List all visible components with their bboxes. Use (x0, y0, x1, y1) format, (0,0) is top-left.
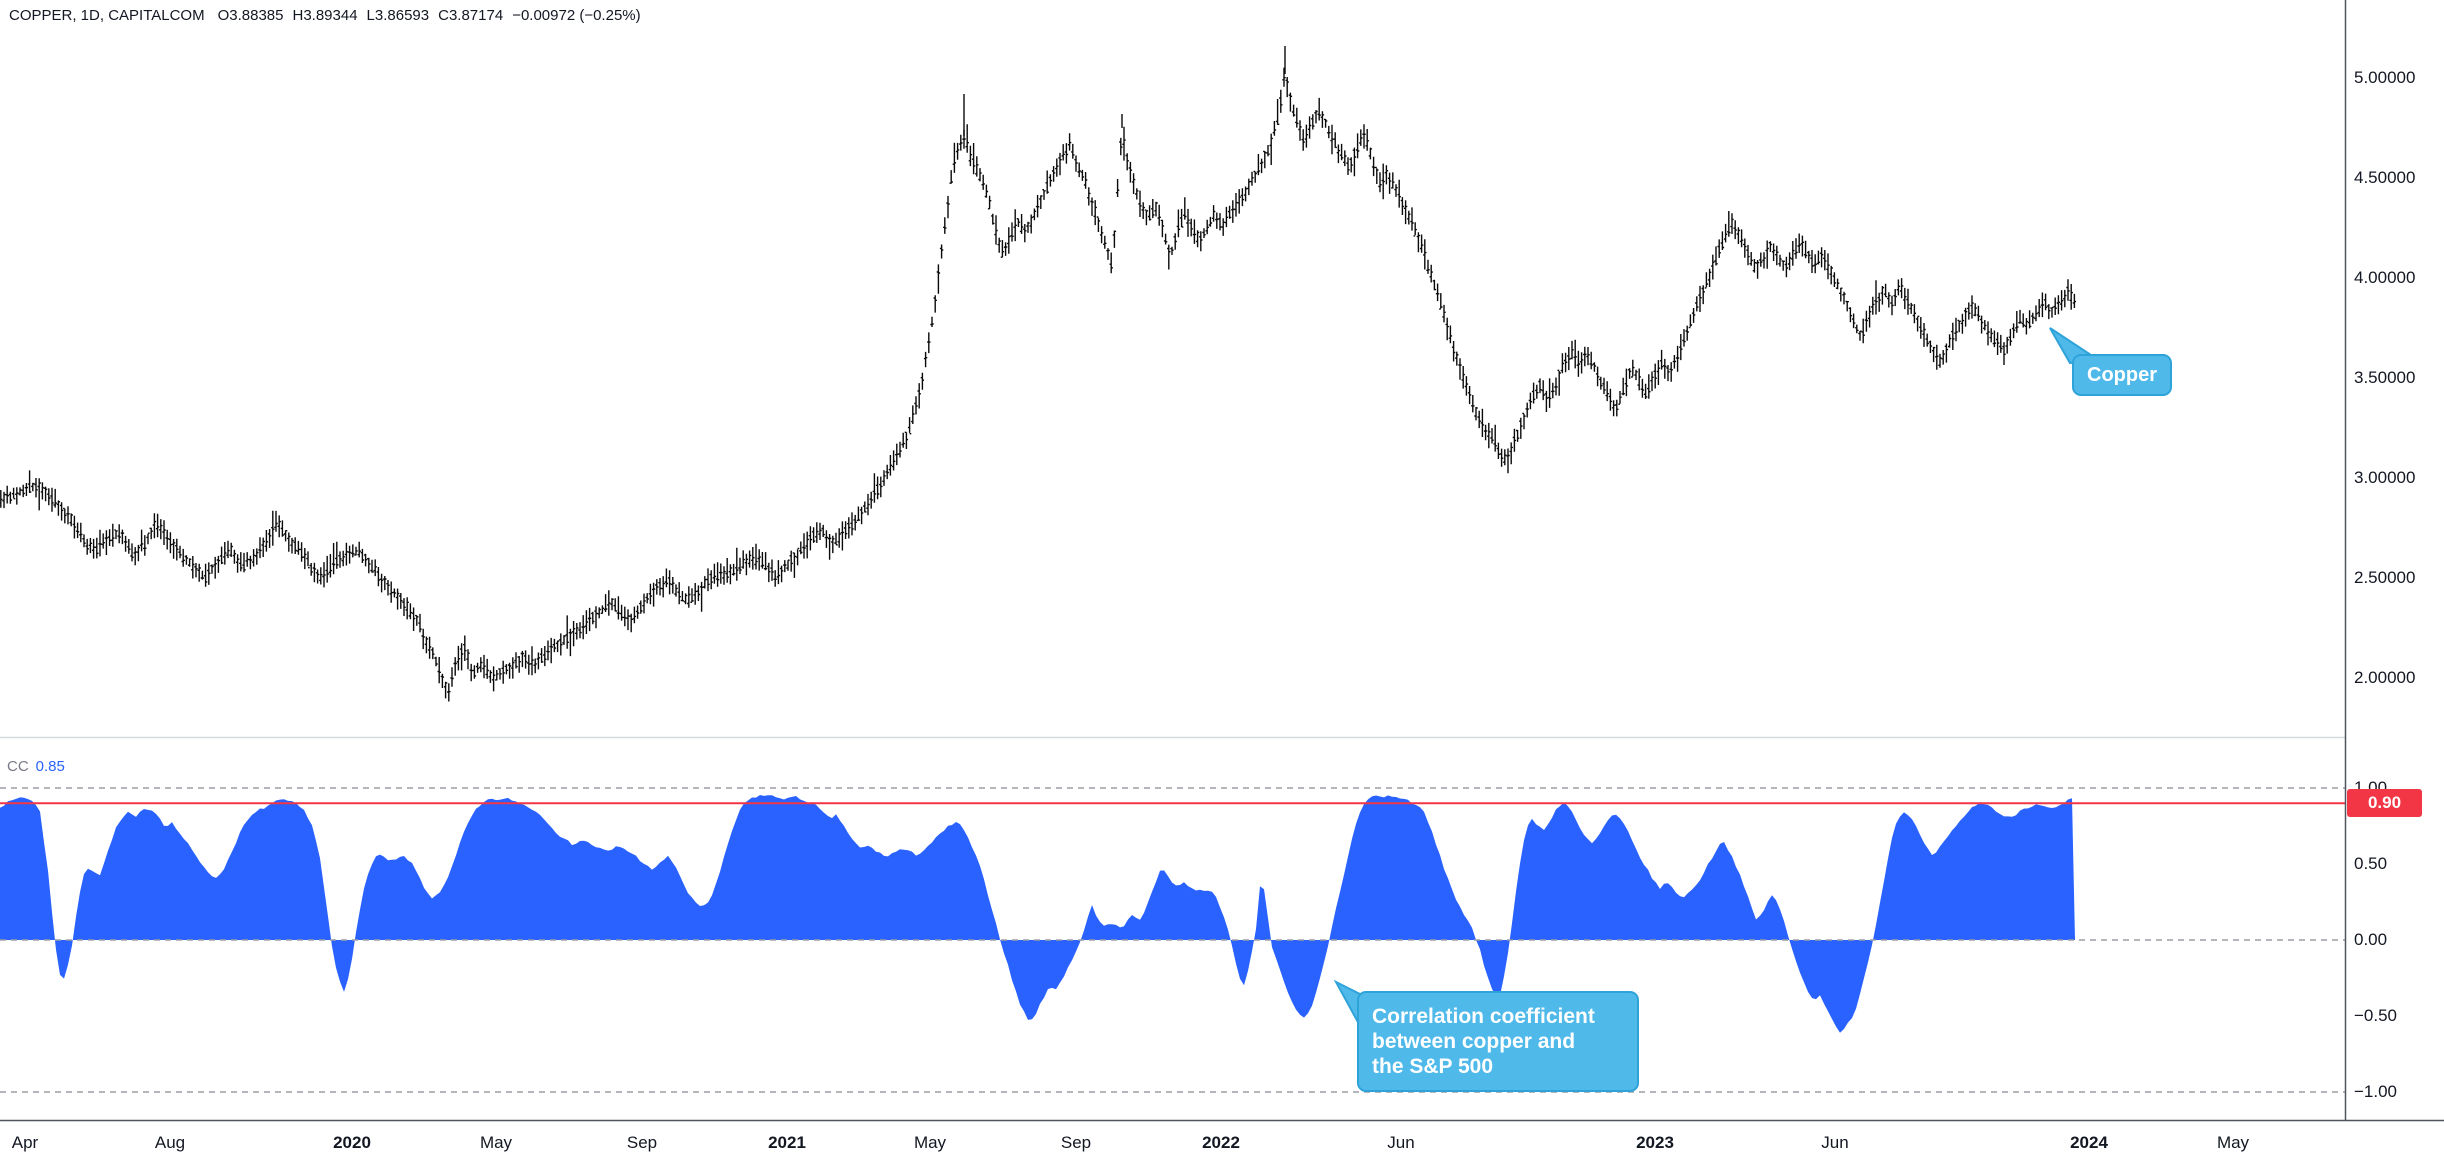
annotation-line-3: the S&P 500 (1372, 1055, 1494, 1078)
annotation-line-1: Correlation coefficient (1372, 1005, 1595, 1028)
ohlc-change: −0.00972 (−0.25%) (512, 7, 641, 24)
ohlc-close: C3.87174 (438, 7, 504, 24)
ohlc-open: O3.88385 (217, 7, 284, 24)
indicator-value: 0.85 (35, 758, 65, 775)
ohlc-high: H3.89344 (292, 7, 358, 24)
symbol-title[interactable]: COPPER, 1D, CAPITALCOM (9, 7, 205, 24)
copper-label-bubble[interactable]: Copper (2072, 354, 2172, 396)
correlation-annotation-bubble[interactable]: Correlation coefficient between copper a… (1357, 991, 1639, 1092)
indicator-readout[interactable]: CC 0.85 (7, 757, 65, 776)
ohlc-low: L3.86593 (366, 7, 430, 24)
symbol-ohlc-readout[interactable]: COPPER, 1D, CAPITALCOM O3.88385 H3.89344 L3… (9, 6, 650, 25)
red-line-price-badge: 0.90 (2347, 789, 2422, 817)
indicator-name[interactable]: CC (7, 758, 29, 775)
annotation-line-2: between copper and (1372, 1030, 1576, 1053)
